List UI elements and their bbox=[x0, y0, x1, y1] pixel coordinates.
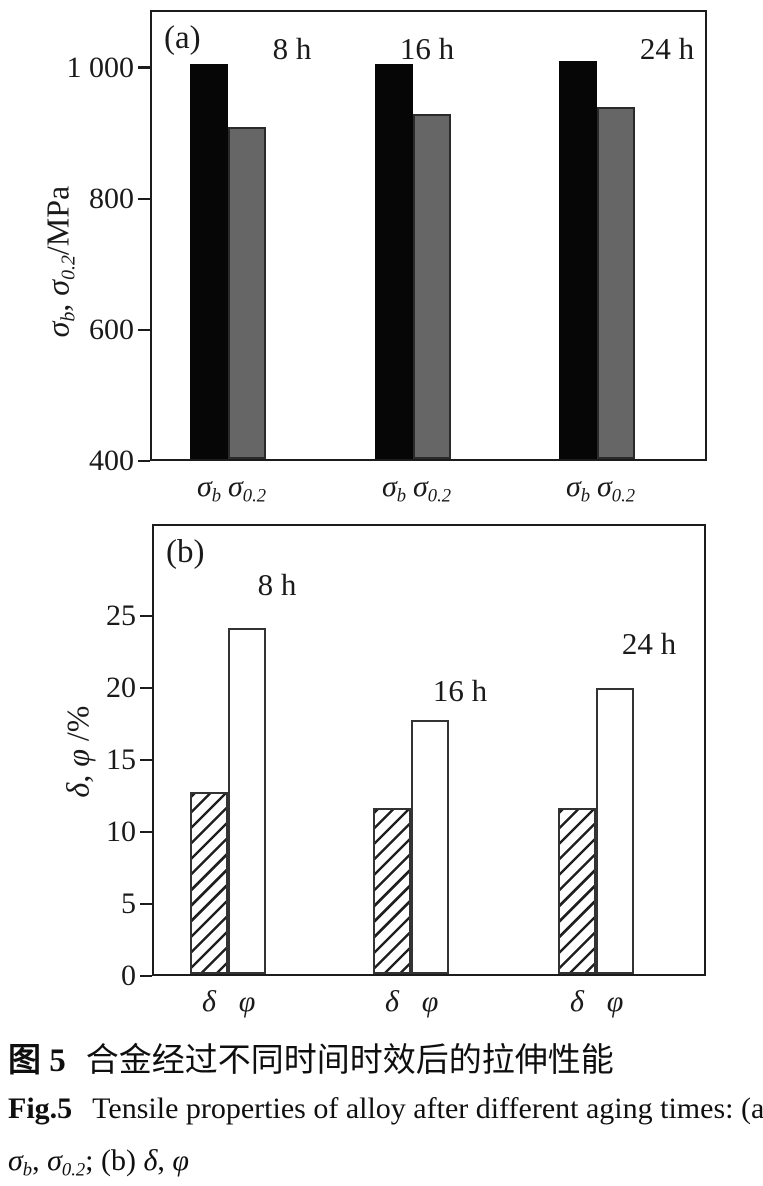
bar-a-series0-group2 bbox=[559, 61, 597, 459]
x-axis-series-label: φ bbox=[385, 985, 475, 1018]
y-axis-tick-label: 800 bbox=[89, 181, 134, 215]
panel-label-a: (a) bbox=[164, 20, 201, 56]
subscript: b bbox=[211, 485, 222, 507]
y-axis-tick bbox=[140, 830, 152, 834]
y-axis-title-panel-a: σb, σ0.2/MPa bbox=[39, 32, 80, 492]
x-axis-series-label: σb bbox=[164, 470, 254, 507]
text-run: φ bbox=[59, 749, 96, 767]
group-time-label: 8 h bbox=[257, 567, 297, 602]
text-run: σb bbox=[39, 311, 80, 338]
group-time-label: 8 h bbox=[272, 31, 312, 66]
text-run: φ bbox=[172, 1144, 190, 1177]
y-axis-tick-label: 10 bbox=[106, 815, 136, 849]
group-time-label: 24 h bbox=[639, 31, 695, 66]
subscript: b bbox=[580, 485, 591, 507]
y-axis-tick-label: 20 bbox=[106, 671, 136, 705]
y-axis-tick bbox=[140, 614, 152, 618]
caption-chinese: 图 5 合金经过不同时间时效后的拉伸性能 bbox=[8, 1033, 614, 1081]
caption-english-line2: σb, σ0.2; (b) δ, φ bbox=[8, 1144, 190, 1181]
x-axis-series-label: δ bbox=[347, 985, 437, 1018]
text-run: ; (b) bbox=[85, 1144, 144, 1177]
y-axis-title-panel-b: δ, φ /% bbox=[59, 522, 96, 982]
text-run: φ bbox=[421, 985, 439, 1018]
x-axis-series-label: σb bbox=[533, 470, 623, 507]
y-axis-tick-label: 5 bbox=[121, 887, 136, 921]
text-run: σb bbox=[196, 470, 222, 507]
bar-a-series1-group2 bbox=[597, 107, 635, 459]
y-axis-tick-label: 600 bbox=[89, 312, 134, 346]
panel-label-b: (b) bbox=[166, 534, 205, 570]
bar-b-series1-group1 bbox=[411, 719, 449, 974]
bar-a-series0-group1 bbox=[375, 64, 413, 459]
y-axis-tick bbox=[140, 686, 152, 690]
subscript: b bbox=[396, 485, 407, 507]
caption-english-figure-number: Fig.5 bbox=[8, 1092, 73, 1125]
bar-a-series1-group0 bbox=[228, 126, 266, 459]
x-axis-series-label: φ bbox=[202, 985, 292, 1018]
bar-b-series0-group1 bbox=[373, 807, 411, 974]
x-axis-series-label: σb bbox=[349, 470, 439, 507]
y-axis-tick-label: 0 bbox=[121, 959, 136, 992]
caption-english-line1: Fig.5 Tensile properties of alloy after d… bbox=[8, 1092, 763, 1126]
bar-a-series1-group1 bbox=[413, 113, 451, 459]
subscript: 0.2 bbox=[611, 485, 636, 507]
x-axis-series-label: φ bbox=[570, 985, 660, 1018]
text-run: , bbox=[32, 1144, 48, 1177]
y-axis-tick-label: 400 bbox=[89, 444, 134, 477]
text-run: , bbox=[59, 766, 96, 783]
text-run: φ bbox=[606, 985, 624, 1018]
text-run: σ0.2 bbox=[39, 255, 80, 296]
x-axis-series-label: δ bbox=[164, 985, 254, 1018]
y-axis-tick bbox=[138, 197, 150, 201]
caption-chinese-figure-number: 图 5 bbox=[8, 1043, 66, 1079]
text-run: , bbox=[157, 1144, 173, 1177]
x-axis-series-label: δ bbox=[532, 985, 622, 1018]
group-time-label: 16 h bbox=[399, 31, 455, 66]
y-axis-tick bbox=[140, 902, 152, 906]
caption-chinese-text: 合金经过不同时间时效后的拉伸性能 bbox=[85, 1043, 614, 1079]
bar-a-series0-group0 bbox=[190, 64, 228, 459]
y-axis-tick bbox=[140, 974, 152, 978]
group-time-label: 24 h bbox=[621, 626, 677, 661]
subscript: 0.2 bbox=[427, 485, 452, 507]
bar-b-series0-group2 bbox=[558, 807, 596, 974]
text-run: δ bbox=[385, 985, 399, 1018]
text-run: δ bbox=[570, 985, 584, 1018]
y-axis-tick-label: 1 000 bbox=[66, 50, 135, 84]
bar-b-series1-group2 bbox=[596, 688, 634, 974]
text-run: σb bbox=[381, 470, 407, 507]
y-axis-tick bbox=[138, 459, 150, 463]
bar-b-series1-group0 bbox=[228, 627, 266, 974]
subscript: b bbox=[22, 1159, 33, 1181]
text-run: φ bbox=[238, 985, 256, 1018]
text-run: δ bbox=[202, 985, 216, 1018]
text-run: σ0.2 bbox=[596, 470, 636, 507]
y-axis-tick bbox=[138, 66, 150, 69]
text-run: σ0.2 bbox=[47, 1144, 86, 1181]
x-axis-series-label: σ0.2 bbox=[202, 470, 292, 507]
subscript: 0.2 bbox=[57, 255, 80, 280]
y-axis-tick bbox=[140, 758, 152, 762]
text-run: σ0.2 bbox=[227, 470, 267, 507]
text-run: σb bbox=[565, 470, 591, 507]
subscript: 0.2 bbox=[61, 1159, 86, 1181]
text-run: , bbox=[39, 295, 76, 312]
text-run: σ0.2 bbox=[412, 470, 452, 507]
text-run: σb bbox=[8, 1144, 33, 1181]
x-axis-series-label: σ0.2 bbox=[571, 470, 661, 507]
text-run: /MPa bbox=[39, 185, 76, 256]
y-axis-tick-label: 25 bbox=[106, 599, 136, 633]
group-time-label: 16 h bbox=[432, 673, 488, 708]
bar-b-series0-group0 bbox=[190, 791, 228, 974]
subscript: b bbox=[57, 311, 80, 322]
x-axis-series-label: σ0.2 bbox=[387, 470, 477, 507]
text-run: /% bbox=[59, 705, 96, 750]
y-axis-tick-label: 15 bbox=[106, 743, 136, 777]
text-run: δ bbox=[59, 782, 96, 798]
text-run: δ bbox=[143, 1144, 158, 1177]
y-axis-tick bbox=[138, 328, 150, 332]
caption-english-text: Tensile properties of alloy after differ… bbox=[92, 1092, 763, 1125]
subscript: 0.2 bbox=[242, 485, 267, 507]
